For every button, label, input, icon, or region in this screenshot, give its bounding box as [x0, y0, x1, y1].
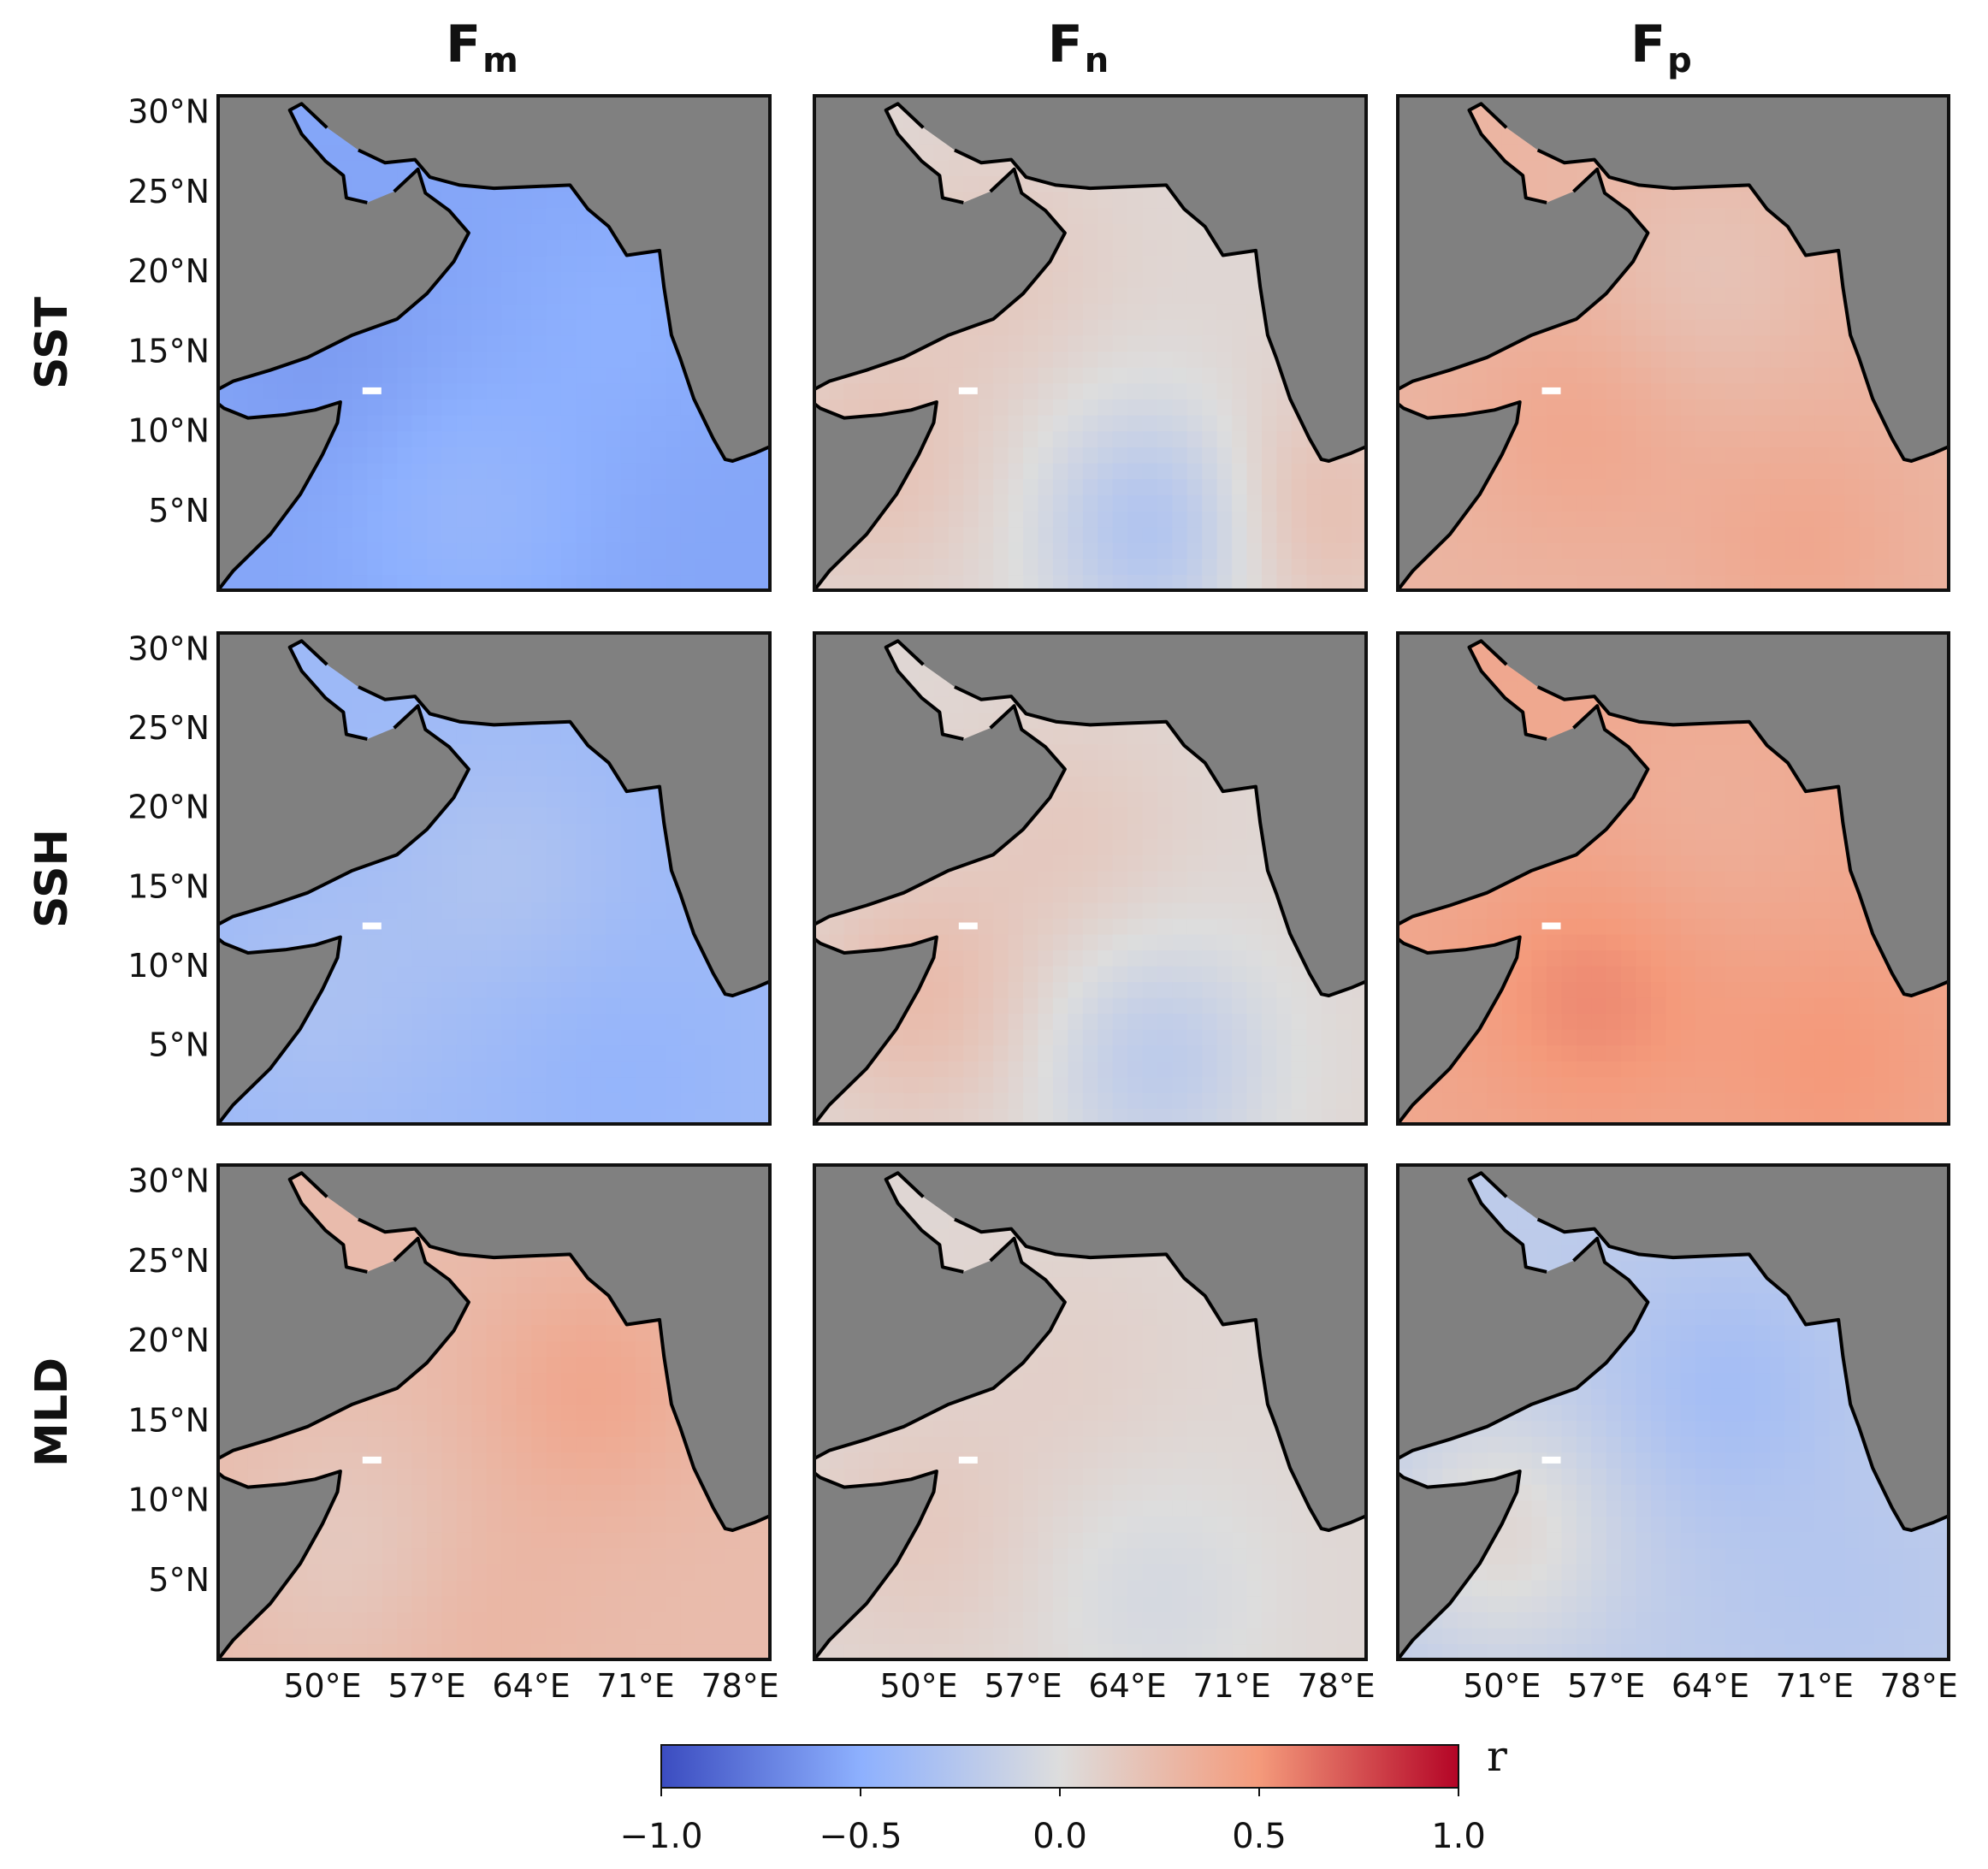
panel-frame [813, 631, 1368, 1126]
coastline [954, 148, 1368, 590]
lat-tick-label: 10°N [127, 947, 210, 985]
lon-tick-label: 50°E [1463, 1667, 1541, 1705]
island-patch [362, 387, 382, 394]
lat-tick-label: 5°N [148, 1561, 210, 1599]
lat-tick-label: 5°N [148, 492, 210, 529]
island-patch [1541, 387, 1561, 394]
island-patch [362, 922, 382, 930]
lon-tick-label: 71°E [1192, 1667, 1270, 1705]
coastline [884, 639, 964, 742]
lon-tick-label: 71°E [596, 1667, 674, 1705]
panel-frame [216, 1163, 772, 1661]
row-label-mld: MLD [27, 1357, 78, 1467]
lon-tick-label: 57°E [388, 1667, 465, 1705]
map-panel-mld-m [216, 1163, 772, 1661]
lon-tick-label: 50°E [879, 1667, 957, 1705]
coastline [287, 639, 368, 742]
lon-tick-label: 78°E [701, 1667, 778, 1705]
lat-tick-label: 5°N [148, 1026, 210, 1063]
lat-tick-label: 10°N [127, 1482, 210, 1519]
coastline [884, 1171, 964, 1274]
coastline [287, 102, 368, 204]
lon-tick-label: 78°E [1297, 1667, 1375, 1705]
lon-tick-label: 57°E [1567, 1667, 1645, 1705]
panel-frame [813, 94, 1368, 592]
lat-tick-label: 20°N [127, 789, 210, 826]
panel-frame [216, 631, 772, 1126]
lon-tick-label: 71°E [1776, 1667, 1854, 1705]
map-panel-ssh-p [1396, 631, 1950, 1126]
lon-tick-label: 64°E [1088, 1667, 1166, 1705]
lon-tick-label: 50°E [283, 1667, 361, 1705]
coastline [954, 1217, 1368, 1659]
map-panel-sst-n [813, 94, 1368, 592]
map-panel-sst-p [1396, 94, 1950, 592]
coastline [1536, 148, 1950, 590]
panel-frame [216, 94, 772, 592]
lon-tick-label: 78°E [1880, 1667, 1958, 1705]
lat-tick-label: 25°N [127, 173, 210, 210]
panel-frame [1396, 631, 1950, 1126]
colorbar-label: r [1487, 1731, 1507, 1781]
island-patch [1541, 922, 1561, 930]
lat-tick-label: 20°N [127, 1322, 210, 1359]
colorbar-tick-label: 0.0 [1032, 1817, 1087, 1856]
map-panel-ssh-m [216, 631, 772, 1126]
island-patch [958, 387, 978, 394]
map-panel-ssh-n [813, 631, 1368, 1126]
lat-tick-label: 15°N [127, 1401, 210, 1439]
lat-tick-label: 30°N [127, 630, 210, 668]
panel-frame [813, 1163, 1368, 1661]
panel-frame [1396, 1163, 1950, 1661]
panel-frame [1396, 94, 1950, 592]
colorbar-tick-label: −1.0 [619, 1817, 702, 1856]
coastline [358, 685, 772, 1124]
island-patch [1541, 1456, 1561, 1464]
lat-tick-label: 25°N [127, 709, 210, 747]
map-panel-sst-m [216, 94, 772, 592]
map-panel-mld-p [1396, 1163, 1950, 1661]
coastline [1467, 1171, 1547, 1274]
column-title-n: Fn [1048, 15, 1109, 80]
coastline [287, 1171, 368, 1274]
map-panel-mld-n [813, 1163, 1368, 1661]
row-label-ssh: SSH [27, 829, 78, 928]
colorbar-tick-label: −0.5 [819, 1817, 902, 1856]
coastline [884, 102, 964, 204]
colorbar-tick-label: 0.5 [1232, 1817, 1287, 1856]
coastline [1536, 1217, 1950, 1659]
lat-tick-label: 15°N [127, 332, 210, 370]
colorbar-tick-label: 1.0 [1431, 1817, 1486, 1856]
island-patch [362, 1456, 382, 1464]
island-patch [958, 1456, 978, 1464]
coastline [1536, 685, 1950, 1124]
coastline [358, 148, 772, 590]
column-title-p: Fp [1630, 15, 1692, 80]
lat-tick-label: 30°N [127, 93, 210, 131]
coastline [1467, 639, 1547, 742]
coastline [358, 1217, 772, 1659]
lat-tick-label: 10°N [127, 412, 210, 450]
coastline [1467, 102, 1547, 204]
colorbar [660, 1744, 1459, 1789]
lat-tick-label: 25°N [127, 1242, 210, 1280]
lon-tick-label: 64°E [492, 1667, 570, 1705]
lon-tick-label: 57°E [984, 1667, 1062, 1705]
lon-tick-label: 64°E [1671, 1667, 1749, 1705]
row-label-sst: SST [27, 296, 78, 389]
lat-tick-label: 30°N [127, 1162, 210, 1200]
lat-tick-label: 15°N [127, 867, 210, 905]
island-patch [958, 922, 978, 930]
column-title-m: Fm [446, 15, 518, 80]
coastline [954, 685, 1368, 1124]
lat-tick-label: 20°N [127, 252, 210, 290]
